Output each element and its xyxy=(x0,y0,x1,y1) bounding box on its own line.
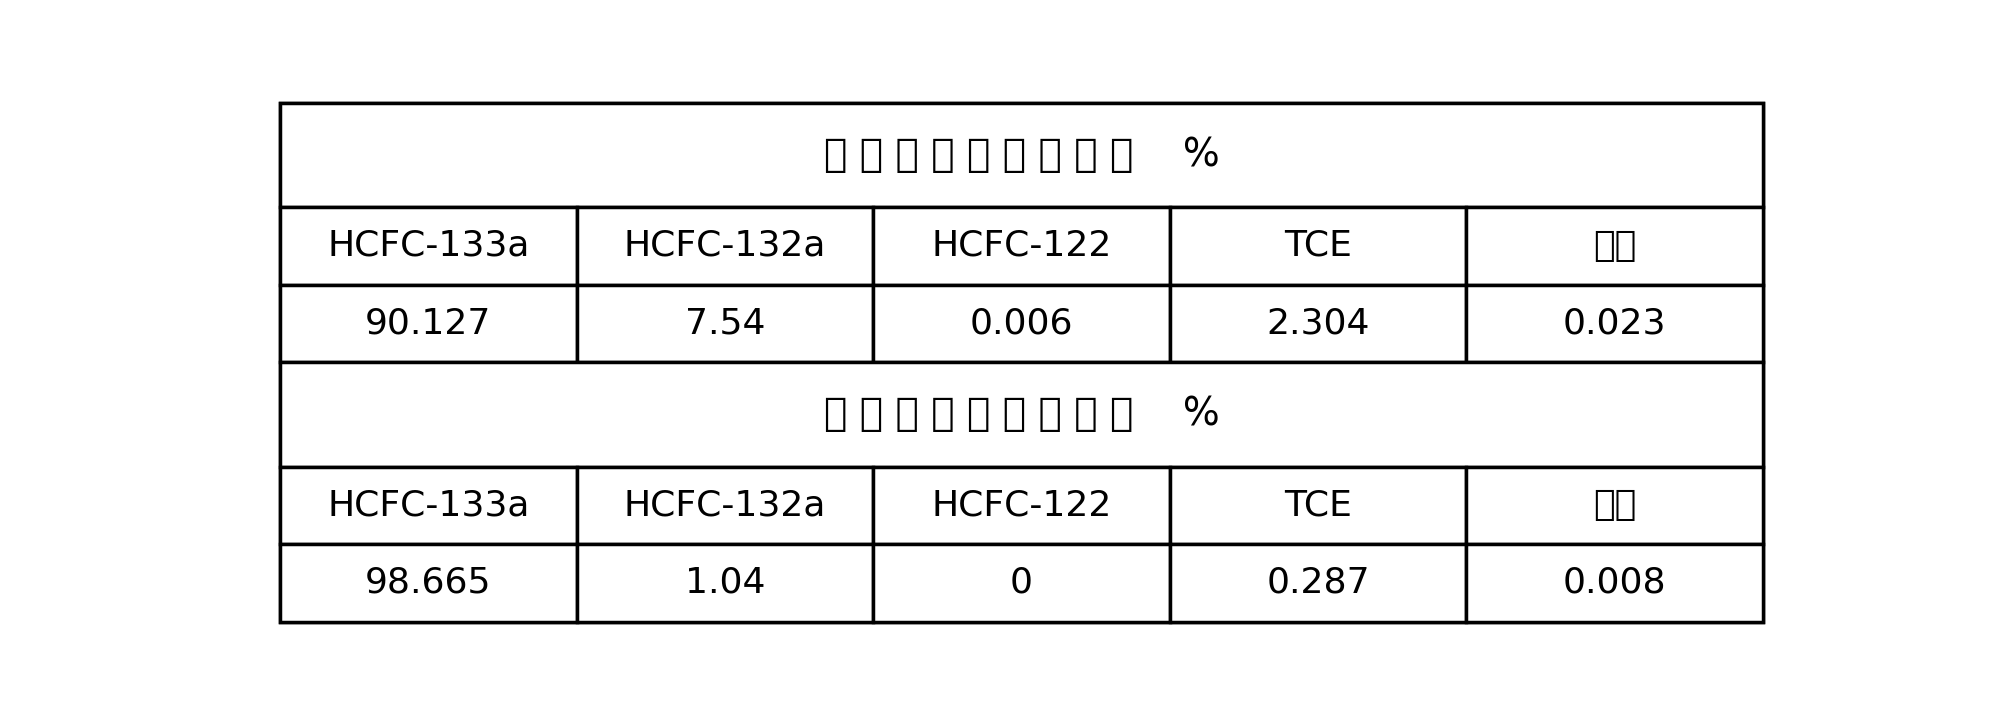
Bar xyxy=(279,103,1762,207)
Bar xyxy=(873,467,1170,544)
Bar xyxy=(1467,285,1762,362)
Text: 1.04: 1.04 xyxy=(686,566,765,600)
Text: 90.127: 90.127 xyxy=(365,306,492,341)
Text: HCFC-133a: HCFC-133a xyxy=(327,488,530,523)
Bar xyxy=(873,544,1170,622)
Text: TCE: TCE xyxy=(1283,488,1351,523)
Bar xyxy=(279,362,1762,467)
Bar xyxy=(873,285,1170,362)
Bar xyxy=(576,467,873,544)
Bar xyxy=(1170,467,1467,544)
Text: 0.287: 0.287 xyxy=(1266,566,1369,600)
Bar xyxy=(279,207,576,285)
Text: HCFC-132a: HCFC-132a xyxy=(624,229,825,263)
Text: 7.54: 7.54 xyxy=(686,306,765,341)
Text: 0.006: 0.006 xyxy=(971,306,1072,341)
Bar xyxy=(576,544,873,622)
Bar xyxy=(1467,544,1762,622)
Bar xyxy=(1467,207,1762,285)
Text: 分 离 塔 塔 中 出 料 组 成    %: 分 离 塔 塔 中 出 料 组 成 % xyxy=(823,395,1220,433)
Text: 98.665: 98.665 xyxy=(365,566,492,600)
Bar xyxy=(279,544,576,622)
Bar xyxy=(279,467,576,544)
Text: 0: 0 xyxy=(1010,566,1032,600)
Text: 2.304: 2.304 xyxy=(1266,306,1369,341)
Bar xyxy=(1170,207,1467,285)
Text: HCFC-122: HCFC-122 xyxy=(931,488,1112,523)
Text: 0.023: 0.023 xyxy=(1563,306,1666,341)
Bar xyxy=(279,285,576,362)
Text: HCFC-132a: HCFC-132a xyxy=(624,488,825,523)
Text: 其它: 其它 xyxy=(1592,488,1636,523)
Text: 0.008: 0.008 xyxy=(1563,566,1666,600)
Bar xyxy=(1467,467,1762,544)
Bar xyxy=(873,207,1170,285)
Text: HCFC-122: HCFC-122 xyxy=(931,229,1112,263)
Bar xyxy=(576,207,873,285)
Bar xyxy=(576,285,873,362)
Text: 其它: 其它 xyxy=(1592,229,1636,263)
Text: HCFC-133a: HCFC-133a xyxy=(327,229,530,263)
Bar xyxy=(1170,544,1467,622)
Text: TCE: TCE xyxy=(1283,229,1351,263)
Text: 反 应 回 流 塔 排 气 组 成    %: 反 应 回 流 塔 排 气 组 成 % xyxy=(823,136,1220,174)
Bar xyxy=(1170,285,1467,362)
